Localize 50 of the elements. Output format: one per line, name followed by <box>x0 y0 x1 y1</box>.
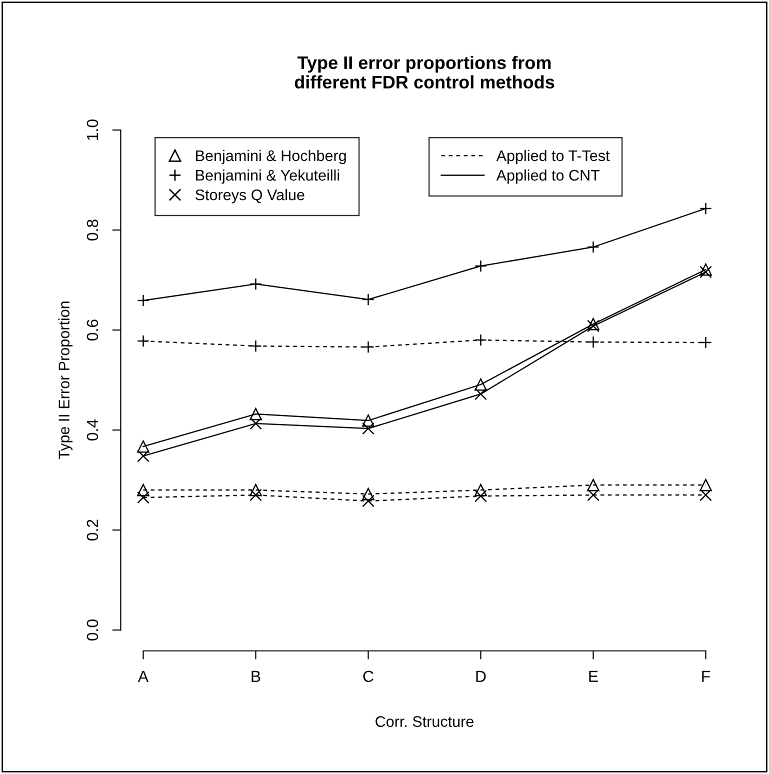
x-tick-label: F <box>702 670 710 682</box>
legend-label: Benjamini & Yekuteilli <box>196 169 340 184</box>
point <box>250 408 262 420</box>
point <box>137 491 150 504</box>
point <box>137 440 150 453</box>
point <box>250 488 262 502</box>
point <box>362 488 374 500</box>
point <box>700 336 712 349</box>
x-tick-label: A <box>138 670 149 682</box>
x-tick-label: C <box>363 670 374 682</box>
point <box>700 266 712 278</box>
x-axis-title: Corr. Structure <box>376 716 474 727</box>
point <box>362 422 374 435</box>
point <box>700 478 712 492</box>
y-tick-label: 1.0 <box>86 120 98 140</box>
y-tick-label: 0.0 <box>86 620 98 641</box>
legend-label: Benjamini & Hochberg <box>196 150 346 164</box>
point <box>474 334 487 346</box>
point <box>362 414 374 427</box>
point <box>474 378 487 391</box>
point <box>474 484 487 496</box>
y-axis-title: Type II Error Proportion <box>58 302 73 460</box>
legend-label: Storeys Q Value <box>196 189 304 204</box>
point <box>137 450 150 462</box>
x-tick-label: B <box>252 670 260 682</box>
point <box>137 484 150 496</box>
point <box>700 263 712 276</box>
point <box>587 336 600 348</box>
chart-title: Type II error proportions from different FDR control methods <box>294 56 554 89</box>
point <box>362 340 374 354</box>
point <box>250 340 262 352</box>
point <box>700 202 712 215</box>
y-tick-label: 0.2 <box>86 520 98 541</box>
y-tick-label: 0.8 <box>86 220 98 241</box>
y-tick-label: 0.6 <box>86 320 98 341</box>
y-tick-label: 0.4 <box>86 419 98 441</box>
point <box>250 484 262 496</box>
point <box>474 388 487 400</box>
annotation: Applied to CNT <box>496 169 600 184</box>
point <box>700 488 712 502</box>
x-tick-label: E <box>589 670 598 682</box>
point <box>362 494 374 508</box>
point <box>587 478 600 492</box>
annotation: Applied to T-Test <box>496 150 610 164</box>
point <box>250 417 262 430</box>
point <box>474 490 487 502</box>
point <box>587 488 600 502</box>
point <box>137 294 150 307</box>
x-tick-label: D <box>476 670 486 682</box>
point <box>137 334 150 348</box>
